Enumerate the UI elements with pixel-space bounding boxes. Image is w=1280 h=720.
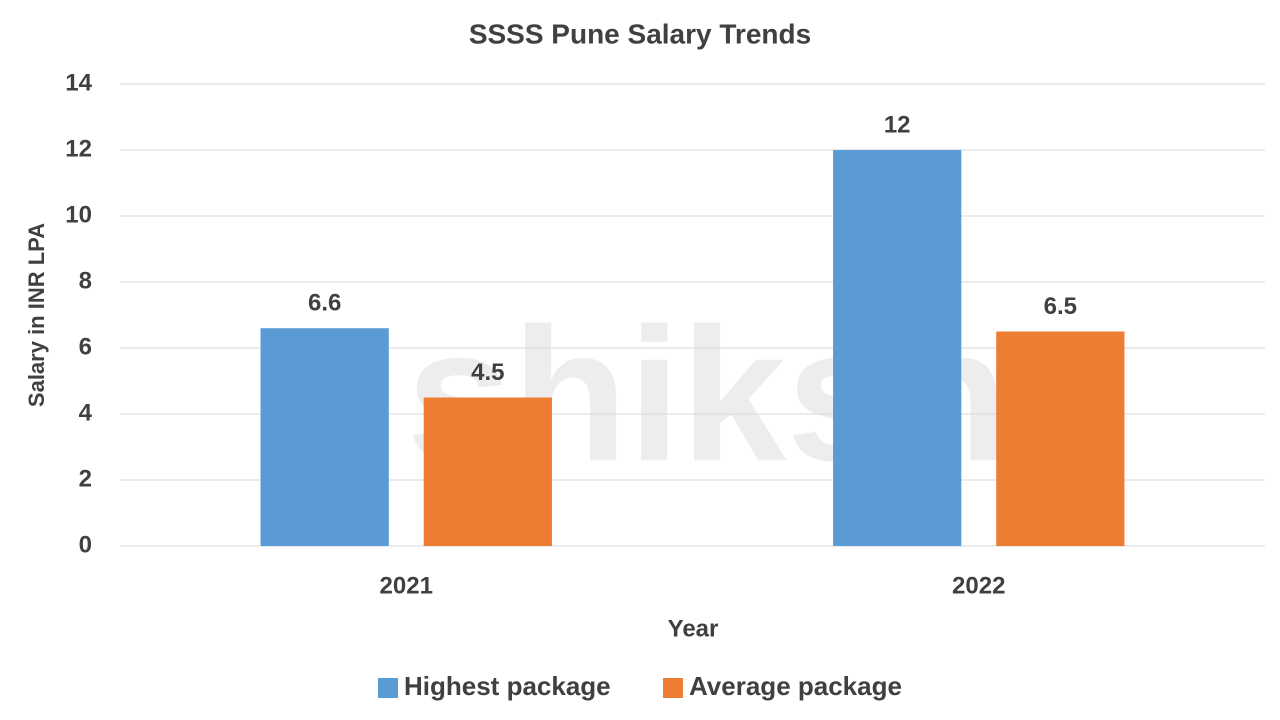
bar xyxy=(423,397,552,546)
bar xyxy=(996,331,1125,546)
data-label: 4.5 xyxy=(471,359,504,386)
y-axis-title: Salary in INR LPA xyxy=(24,223,49,407)
x-tick-label: 2021 xyxy=(380,572,433,599)
x-tick-label: 2022 xyxy=(952,572,1005,599)
y-tick-label: 12 xyxy=(65,135,92,162)
legend-swatch xyxy=(378,678,398,698)
legend-swatch xyxy=(663,678,683,698)
chart-title: SSSS Pune Salary Trends xyxy=(469,18,811,49)
y-tick-label: 14 xyxy=(65,69,92,96)
data-label: 6.6 xyxy=(308,290,341,317)
y-tick-label: 0 xyxy=(79,531,92,558)
y-tick-label: 2 xyxy=(79,465,92,492)
y-tick-label: 4 xyxy=(79,399,93,426)
y-tick-label: 10 xyxy=(65,201,92,228)
legend-label: Average package xyxy=(689,671,902,701)
y-tick-label: 8 xyxy=(79,267,92,294)
legend-label: Highest package xyxy=(404,671,611,701)
data-label: 12 xyxy=(884,111,911,138)
x-axis-title: Year xyxy=(668,615,719,642)
data-label: 6.5 xyxy=(1044,293,1077,320)
bar xyxy=(833,150,962,546)
bar xyxy=(260,328,389,546)
y-tick-label: 6 xyxy=(79,333,92,360)
